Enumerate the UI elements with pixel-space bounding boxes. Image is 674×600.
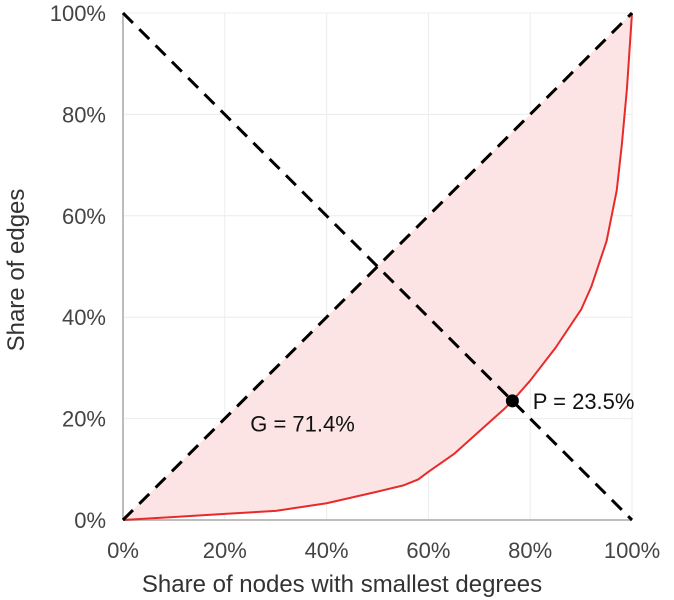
series-lorenz-curve bbox=[122, 12, 633, 521]
points bbox=[505, 394, 519, 408]
annotations: G = 71.4% P = 23.5% bbox=[250, 389, 634, 437]
y-tick-label-1: 20% bbox=[62, 407, 106, 432]
x-tick-label-2: 40% bbox=[305, 538, 349, 563]
x-axis-label: Share of nodes with smallest degrees bbox=[142, 571, 542, 598]
y-tick-label-3: 60% bbox=[62, 204, 106, 229]
y-tick-label-4: 80% bbox=[62, 102, 106, 127]
y-tick-label-2: 40% bbox=[62, 305, 106, 330]
series-anti-diagonal bbox=[121, 11, 634, 522]
x-tick-label-5: 100% bbox=[604, 538, 660, 563]
y-tick-label-0: 0% bbox=[74, 508, 106, 533]
y-axis-label: Share of edges bbox=[3, 189, 30, 352]
annotation-point: P = 23.5% bbox=[533, 389, 635, 414]
y-tick-label-5: 100% bbox=[50, 1, 106, 26]
intersection-point bbox=[505, 394, 519, 408]
tick-labels: 0% 20% 40% 60% 80% 100% 0% 20% 40% 60% 80% 100% bbox=[50, 1, 660, 563]
x-tick-label-0: 0% bbox=[107, 538, 139, 563]
series bbox=[121, 11, 634, 522]
x-tick-label-1: 20% bbox=[203, 538, 247, 563]
x-tick-label-3: 60% bbox=[406, 538, 450, 563]
x-tick-label-4: 80% bbox=[508, 538, 552, 563]
axes bbox=[122, 13, 632, 521]
annotation-gini: G = 71.4% bbox=[250, 412, 355, 437]
series-equality-line bbox=[121, 11, 634, 522]
